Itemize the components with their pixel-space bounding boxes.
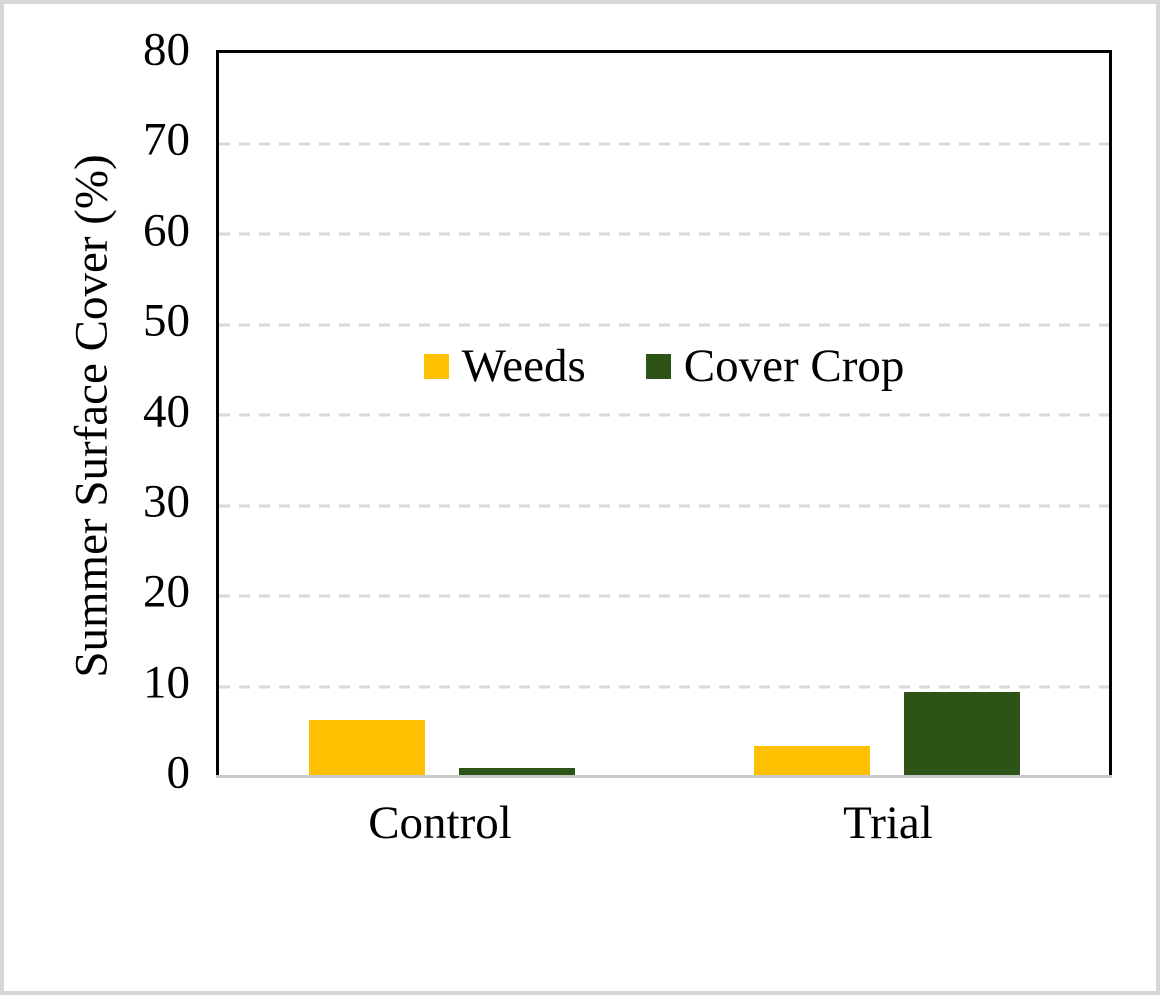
gridline-60 bbox=[219, 232, 1109, 236]
gridline-20 bbox=[219, 594, 1109, 598]
bar-weeds-trial bbox=[753, 746, 870, 777]
y-tick-label-80: 80 bbox=[143, 23, 190, 76]
x-tick-label-trial: Trial bbox=[843, 797, 933, 849]
x-tick-label-control: Control bbox=[368, 797, 512, 849]
gridline-30 bbox=[219, 504, 1109, 507]
bars-layer bbox=[219, 53, 1109, 777]
y-tick-label-10: 10 bbox=[143, 656, 190, 709]
y-tick-label-30: 30 bbox=[143, 475, 190, 528]
x-tick-labels: Control Trial bbox=[216, 797, 1112, 862]
gridline-70 bbox=[219, 142, 1109, 145]
plot-area: Weeds Cover Crop bbox=[216, 50, 1112, 778]
gridline-10 bbox=[219, 685, 1109, 688]
y-tick-label-70: 70 bbox=[143, 113, 190, 166]
x-axis-line bbox=[216, 775, 1112, 778]
bar-cover-crop-control bbox=[458, 767, 575, 777]
y-tick-label-40: 40 bbox=[143, 385, 190, 437]
bar-weeds-control bbox=[308, 720, 425, 777]
gridline-40 bbox=[219, 413, 1109, 417]
bar-cover-crop-trial bbox=[903, 691, 1020, 777]
y-tick-label-20: 20 bbox=[143, 565, 190, 618]
y-tick-label-50: 50 bbox=[143, 294, 190, 347]
y-tick-labels: 0 10 20 30 40 50 60 70 80 bbox=[4, 26, 190, 796]
gridline-50 bbox=[219, 323, 1109, 326]
y-tick-label-0: 0 bbox=[166, 746, 191, 799]
y-tick-label-60: 60 bbox=[143, 204, 190, 257]
